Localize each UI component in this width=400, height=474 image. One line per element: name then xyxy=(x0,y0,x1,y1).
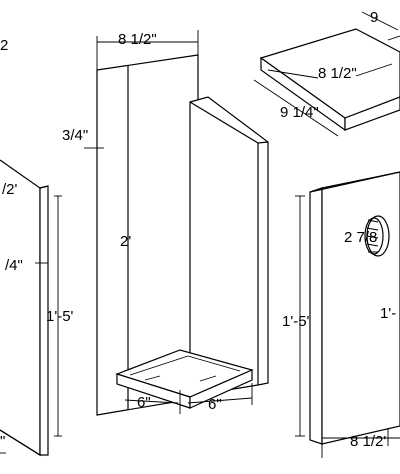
back-panel-dimensions xyxy=(84,30,199,149)
front-height-label: 1'-5' xyxy=(282,313,310,330)
front-height-cut-label: 1'- xyxy=(380,305,396,322)
right-side-panel xyxy=(189,96,269,397)
floor-left-label: 6" xyxy=(137,394,151,411)
roof-dimensions xyxy=(253,11,400,137)
front-panel-dimensions xyxy=(295,195,400,458)
floor-dimensions xyxy=(124,383,253,414)
floor-right-label: 6" xyxy=(208,396,222,413)
left-side-height-label: 1'-5' xyxy=(46,308,74,325)
entrance-hole xyxy=(364,215,390,257)
back-width-label: 8 1/2" xyxy=(118,31,157,48)
left-side-dimensions xyxy=(0,195,62,454)
roof-panel xyxy=(259,28,400,132)
left-fragment-top-label: 2 xyxy=(0,37,8,54)
left-fragment-roof-label: /2' xyxy=(2,181,18,198)
left-fragment-bottom-label: " xyxy=(0,433,5,450)
roof-top-label: 9 xyxy=(370,9,378,26)
left-side-panel xyxy=(0,159,49,457)
left-fragment-thickness-label: /4" xyxy=(5,257,23,274)
thickness-label: 3/4" xyxy=(62,127,88,144)
back-height-label: 2' xyxy=(120,233,131,250)
roof-width-label: 8 1/2" xyxy=(318,65,357,82)
front-width-label: 8 1/2' xyxy=(350,433,386,450)
hole-diameter-label: 2 7/8 xyxy=(344,229,377,246)
roof-depth-label: 9 1/4" xyxy=(280,104,319,121)
floor-panel xyxy=(115,349,254,409)
